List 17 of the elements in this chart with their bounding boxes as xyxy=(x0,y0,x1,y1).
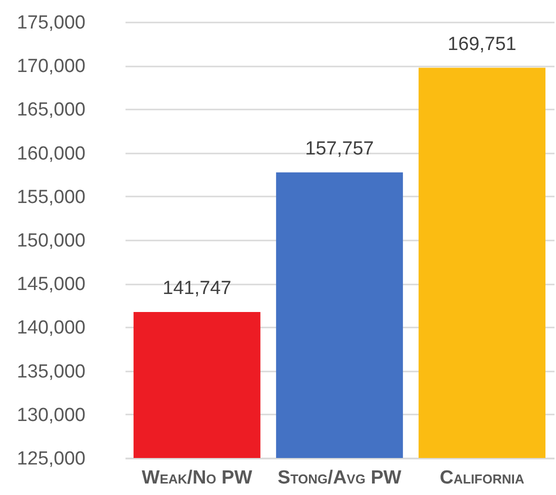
y-tick-label: 135,000 xyxy=(16,361,86,382)
y-tick-label: 170,000 xyxy=(16,56,86,78)
y-tick-label: 160,000 xyxy=(16,143,86,164)
y-tick-label: 175,000 xyxy=(16,12,86,34)
y-tick-label: 145,000 xyxy=(16,274,86,296)
x-tick-label: Stong/Avg PW xyxy=(278,468,402,488)
y-tick-label: 150,000 xyxy=(16,230,86,252)
y-tick-label: 155,000 xyxy=(16,186,86,208)
data-label: 141,747 xyxy=(162,278,232,299)
x-tick-label: California xyxy=(440,468,525,488)
x-tick-label: Weak/No PW xyxy=(142,468,252,488)
y-tick-label: 130,000 xyxy=(16,404,86,426)
y-tick-label: 125,000 xyxy=(16,448,86,470)
y-tick-label: 140,000 xyxy=(16,318,86,339)
y-tick-label: 165,000 xyxy=(16,100,86,121)
data-label: 169,751 xyxy=(448,34,516,55)
data-label: 157,757 xyxy=(305,138,374,160)
